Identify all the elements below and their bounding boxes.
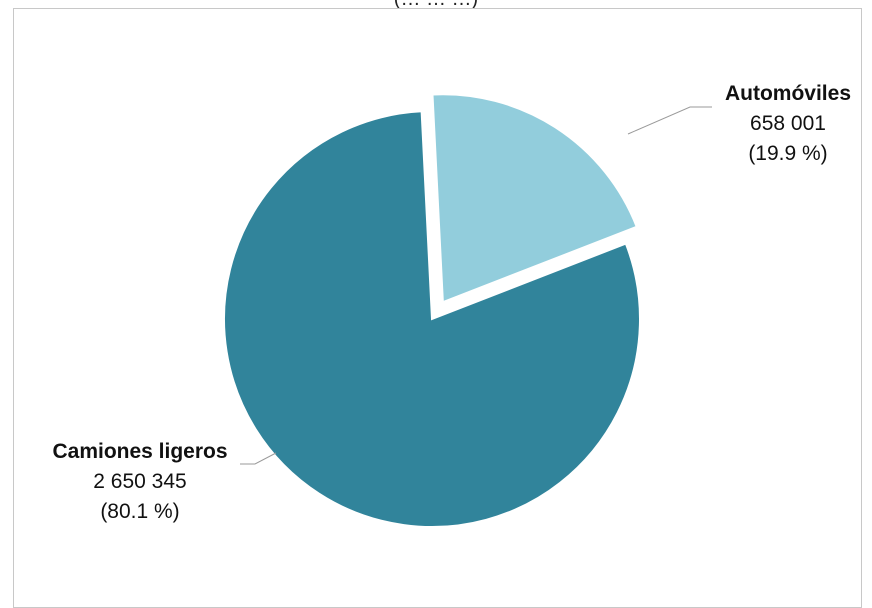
data-label-percent-camiones-ligeros: (80.1 %) — [100, 500, 179, 523]
data-label-category-camiones-ligeros: Camiones ligeros — [52, 440, 227, 463]
data-label-value-camiones-ligeros: 2 650 345 — [93, 470, 186, 493]
data-label-value-automoviles: 658 001 — [750, 112, 826, 135]
data-label-percent-automoviles: (19.9 %) — [748, 142, 827, 165]
data-label-category-automoviles: Automóviles — [725, 82, 851, 105]
leader-line-automoviles — [627, 106, 712, 135]
pie-slice-camiones-ligeros — [223, 110, 641, 528]
leader-line-camiones-ligeros — [240, 452, 277, 465]
chart-title-fragment: (… … …) — [0, 0, 872, 11]
pie-chart: Automóviles 658 001 (19.9 %) Camiones liger… — [52, 82, 851, 528]
pie-slice-automoviles — [431, 93, 639, 304]
